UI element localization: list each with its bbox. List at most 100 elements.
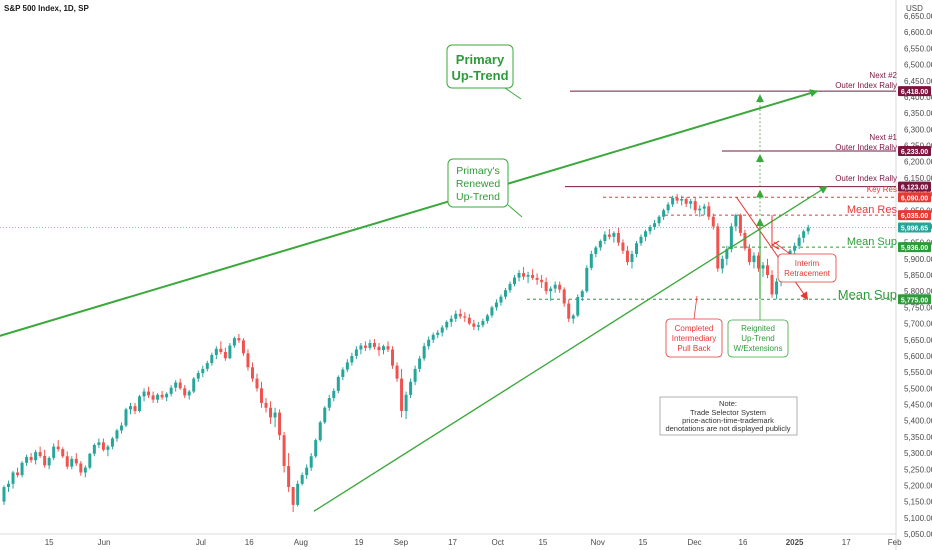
candle-body (16, 472, 20, 476)
candle-body (729, 226, 733, 250)
candle-body (418, 358, 422, 369)
candle-body (128, 406, 132, 410)
x-tick-label: Oct (492, 538, 505, 547)
candle-body (345, 362, 349, 370)
candle-body (756, 255, 760, 269)
candle-body (61, 449, 65, 457)
x-tick-label: 15 (45, 538, 54, 547)
y-tick-label: 5,600.000 (904, 352, 932, 361)
candle-body (169, 387, 173, 394)
renewed-uptrend-line (313, 186, 828, 512)
candle-body (25, 456, 29, 463)
candle-body (11, 472, 15, 484)
currency-label: USD (906, 4, 923, 13)
outer-rally-label-1: Outer Index Rally (835, 143, 897, 152)
price-labels: 6,418.00 6,233.00 6,123.00 6,090.00 6,035.00… (898, 86, 931, 305)
reignited-line3: W/Extensions (734, 344, 783, 353)
candle-body (738, 215, 742, 233)
price-label-box (898, 181, 931, 192)
primary-uptrend-line (0, 89, 819, 337)
x-tick-label: 16 (739, 538, 748, 547)
y-tick-label: 5,650.000 (904, 336, 932, 345)
candle-body (526, 275, 530, 277)
price-label-text: 5,936.00 (901, 245, 928, 252)
interim-line2: Retracement (784, 269, 831, 278)
candle-body (535, 277, 539, 280)
candle-body (219, 348, 223, 353)
candle-body (70, 458, 74, 467)
x-tick-label: Dec (687, 538, 701, 547)
x-tick-label: Jul (196, 538, 206, 547)
candle-body (436, 332, 440, 335)
candle-body (106, 446, 110, 450)
candle-body (196, 373, 200, 379)
candle-body (138, 396, 142, 411)
candle-body (445, 321, 449, 328)
key-res-label: Key Res (867, 185, 897, 194)
extension-arrows (756, 94, 772, 300)
interim-line1: Interim (795, 259, 820, 268)
price-label-text: 6,233.00 (901, 149, 928, 156)
candle-body (305, 467, 309, 476)
y-tick-label: 5,300.000 (904, 449, 932, 458)
y-tick-label: 5,700.000 (904, 320, 932, 329)
candle-body (264, 402, 268, 408)
price-label-text: 6,418.00 (901, 89, 928, 96)
y-tick-label: 5,800.000 (904, 287, 932, 296)
candle-body (237, 338, 241, 341)
candle-body (770, 275, 774, 295)
note-line2: Trade Selector System (690, 408, 766, 417)
candle-body (766, 265, 770, 275)
candle-body (43, 455, 47, 466)
candle-body (440, 327, 444, 333)
candle-body (653, 223, 657, 228)
candle-body (296, 483, 300, 505)
candle-body (657, 216, 661, 224)
y-tick-label: 5,550.000 (904, 368, 932, 377)
y-tick-label: 5,100.000 (904, 514, 932, 523)
completed-line1: Completed (675, 324, 714, 333)
x-tick-label: Jun (98, 538, 111, 547)
candle-body (56, 446, 60, 450)
candle-body (476, 325, 480, 327)
candle-body (517, 273, 521, 278)
candle-body (359, 345, 363, 350)
candle-body (377, 346, 381, 351)
candle-body (553, 284, 557, 289)
candle-body (544, 282, 548, 292)
x-tick-label: 15 (538, 538, 547, 547)
y-tick-label: 5,450.000 (904, 401, 932, 410)
candle-body (142, 391, 146, 397)
mean-sup-label-1: Mean Sup (847, 236, 897, 248)
price-label-text: 5,996.65 (901, 226, 928, 233)
candle-body (607, 234, 611, 237)
note-line1: Note: (719, 399, 737, 408)
candle-body (639, 236, 643, 244)
y-tick-label: 6,600.000 (904, 28, 932, 37)
y-tick-label: 6,400.000 (904, 93, 932, 102)
candle-body (413, 368, 417, 382)
candles (2, 194, 810, 512)
candle-body (711, 216, 715, 227)
candle-body (594, 247, 598, 254)
candle-body (273, 412, 277, 418)
y-tick-label: 5,250.000 (904, 465, 932, 474)
mean-res-label: Mean Res (847, 204, 898, 216)
note-box: Note: Trade Selector System price-action… (659, 396, 798, 436)
x-tick-label: Nov (591, 538, 605, 547)
candle-body (621, 242, 625, 251)
candle-body (115, 430, 119, 439)
candle-body (522, 273, 526, 277)
candle-body (192, 378, 196, 392)
candle-body (278, 412, 282, 436)
candle-body (223, 352, 227, 359)
y-tick-label: 5,900.000 (904, 255, 932, 264)
candle-body (752, 255, 756, 263)
price-label-box (898, 86, 931, 97)
candle-body (634, 243, 638, 254)
reignited-line1: Reignited (741, 324, 775, 333)
outer-rally-label-0: Outer Index Rally (835, 174, 897, 183)
candle-body (508, 284, 512, 291)
candle-body (110, 438, 114, 447)
